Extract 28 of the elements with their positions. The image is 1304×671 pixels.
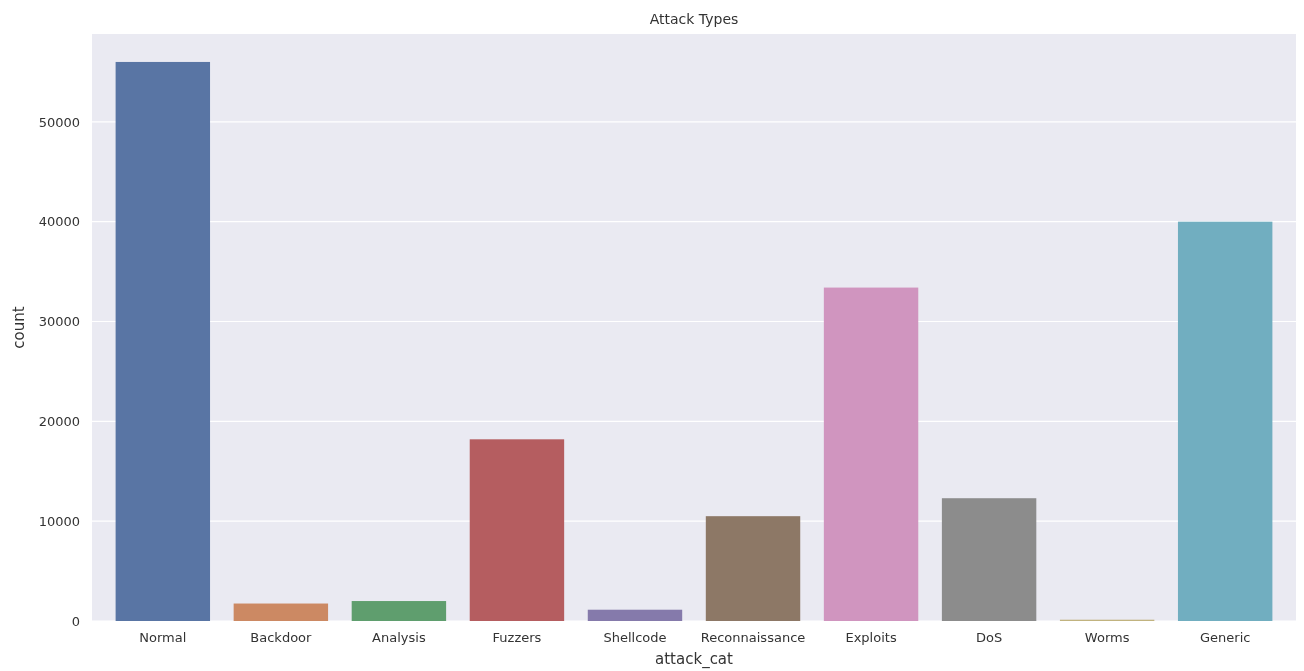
x-tick-label: Fuzzers — [492, 630, 542, 646]
y-tick-label: 50000 — [38, 114, 80, 130]
y-tick-label: 20000 — [38, 414, 80, 429]
bar — [941, 498, 1037, 621]
bar — [705, 516, 801, 621]
bar — [1177, 221, 1273, 621]
bar — [469, 439, 565, 621]
x-axis-title: attack_cat — [655, 650, 734, 669]
y-tick-label: 40000 — [38, 214, 80, 230]
bar — [233, 603, 329, 621]
x-tick-label: Generic — [1199, 630, 1251, 646]
chart-title: Attack Types — [649, 11, 739, 27]
x-tick-label: Normal — [139, 630, 187, 646]
bar — [115, 61, 211, 621]
x-tick-label: Analysis — [372, 630, 426, 646]
x-tick-label: Backdoor — [250, 630, 313, 646]
bar — [823, 287, 919, 621]
x-tick-label: DoS — [975, 630, 1003, 646]
y-tick-label: 30000 — [38, 314, 80, 330]
y-tick-label: 10000 — [38, 513, 80, 529]
y-axis-title: count — [10, 306, 28, 349]
y-tick-label: 0 — [71, 613, 80, 629]
x-tick-label: Worms — [1084, 630, 1130, 646]
x-tick-label: Reconnaissance — [700, 630, 806, 646]
bar — [351, 601, 447, 621]
bar — [587, 609, 683, 621]
x-tick-label: Shellcode — [603, 630, 667, 646]
x-tick-label: Exploits — [845, 630, 897, 646]
